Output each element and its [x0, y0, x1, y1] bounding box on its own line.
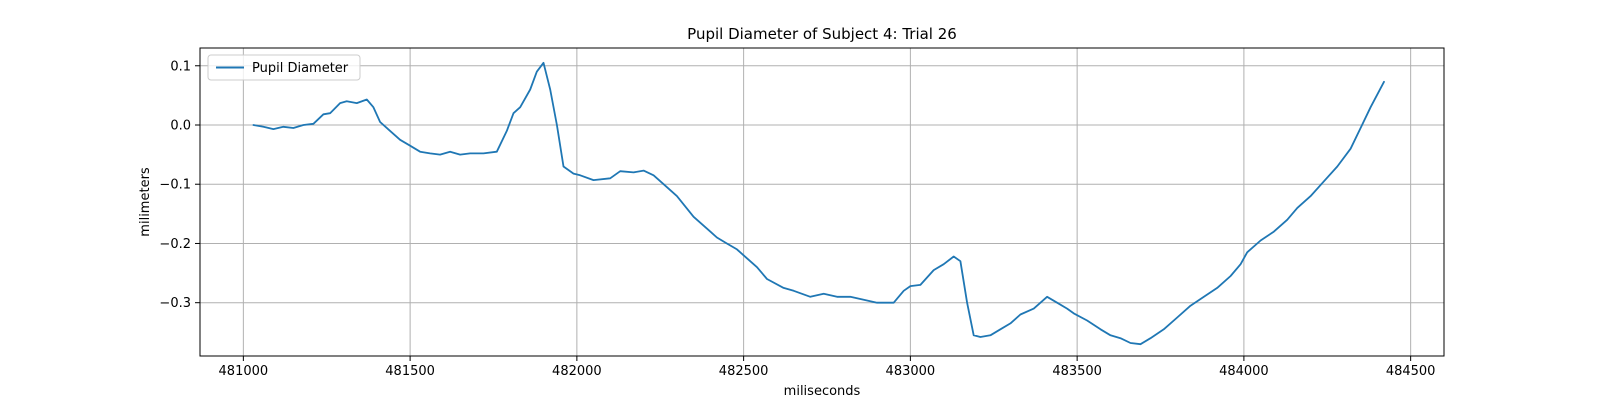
y-tick-label: 0.1	[170, 59, 191, 74]
x-tick-label: 482000	[552, 364, 602, 379]
legend: Pupil Diameter	[207, 54, 361, 81]
x-axis-label: miliseconds	[784, 384, 861, 399]
series-layer	[252, 61, 1385, 346]
x-tick-label: 481500	[385, 364, 435, 379]
y-tick-label: −0.1	[159, 178, 191, 193]
legend-label: Pupil Diameter	[252, 61, 349, 76]
x-tick-label: 484000	[1219, 364, 1269, 379]
x-tick-label: 483000	[886, 364, 936, 379]
x-tick-label: 484500	[1386, 364, 1436, 379]
legend-box	[207, 54, 361, 81]
y-axis: 0.1 0.0 −0.1 −0.2 −0.3	[159, 59, 200, 311]
plot-frame	[199, 47, 1445, 357]
y-axis-label: milimeters	[138, 167, 153, 237]
x-tick-label: 481000	[219, 364, 269, 379]
x-axis: 481000 481500 482000 482500 483000 483500 4840…	[219, 356, 1436, 379]
chart-title: Pupil Diameter of Subject 4: Trial 26	[687, 25, 957, 43]
series-line-pupil-diameter	[252, 61, 1385, 346]
y-tick-label: −0.3	[159, 296, 191, 311]
x-tick-label: 482500	[719, 364, 769, 379]
grid-lines	[200, 48, 1444, 356]
y-tick-label: −0.2	[159, 237, 191, 252]
x-tick-label: 483500	[1052, 364, 1102, 379]
y-tick-label: 0.0	[170, 119, 191, 134]
